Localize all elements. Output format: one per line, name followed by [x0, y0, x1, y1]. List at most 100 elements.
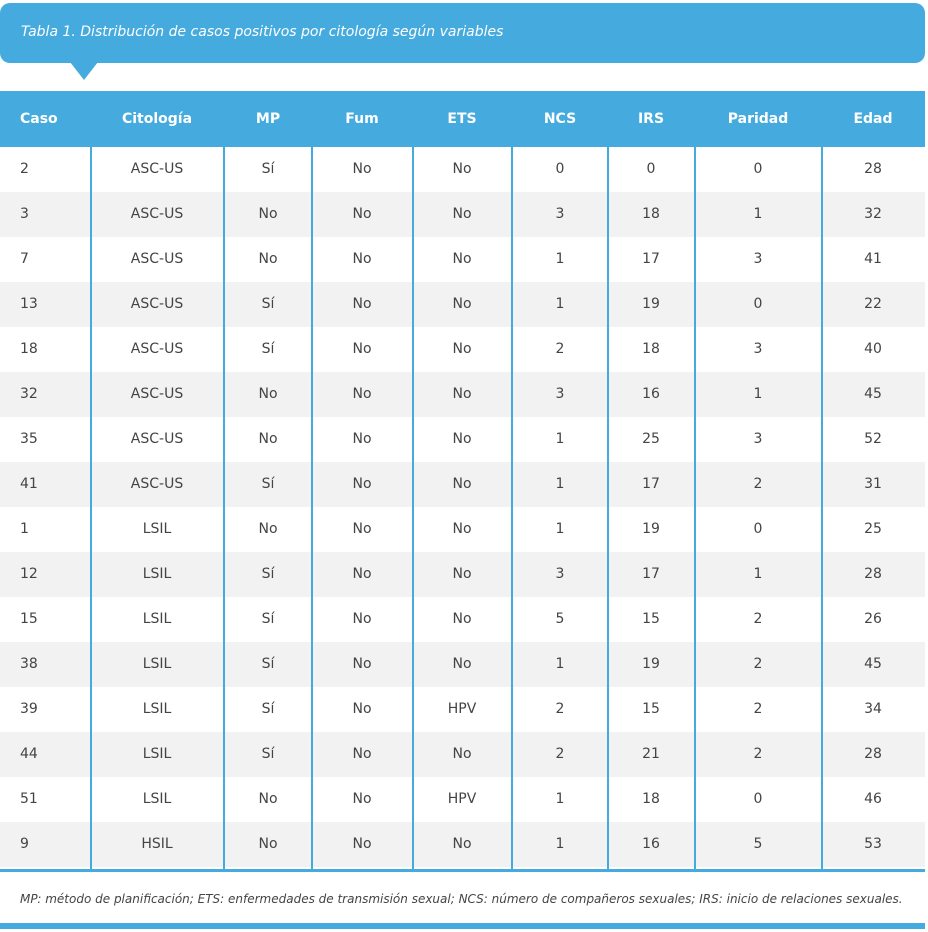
table-cell: LSIL	[142, 791, 172, 807]
table-cell: 3	[20, 206, 29, 222]
table-cell: No	[452, 341, 472, 357]
table-cell: ASC-US	[130, 251, 184, 267]
table-cell: 45	[864, 386, 882, 402]
table-cell: 0	[753, 296, 763, 312]
table-cell: No	[258, 251, 278, 267]
table-cell: 12	[20, 566, 38, 582]
header-cell: NCS	[543, 111, 577, 127]
column-divider	[821, 147, 823, 871]
title: Tabla 1. Distribución de casos positivos…	[21, 24, 504, 40]
table-cell: No	[352, 521, 372, 537]
table-row	[0, 192, 925, 237]
table-cell: 53	[864, 836, 882, 852]
table-cell: No	[352, 341, 372, 357]
table-row	[0, 777, 925, 822]
table-cell: 1	[555, 521, 565, 537]
table-bottom-rule	[0, 869, 925, 872]
table-cell: No	[258, 791, 278, 807]
table-cell: No	[452, 251, 472, 267]
table-row	[0, 462, 925, 507]
table-row	[0, 822, 925, 867]
table-cell: No	[452, 566, 472, 582]
table-cell: 32	[20, 386, 38, 402]
table-cell: 2	[753, 746, 763, 762]
table-cell: 34	[864, 701, 882, 717]
table-cell: ASC-US	[130, 476, 184, 492]
table-cell: No	[352, 251, 372, 267]
table-cell: 1	[753, 386, 763, 402]
table-cell: 13	[20, 296, 38, 312]
table-cell: LSIL	[142, 611, 172, 627]
table-cell: 40	[864, 341, 882, 357]
table-cell: Sí	[261, 656, 275, 672]
table-cell: 1	[555, 836, 565, 852]
table-cell: 41	[864, 251, 882, 267]
table-cell: No	[452, 431, 472, 447]
table-cell: No	[352, 701, 372, 717]
table-cell: LSIL	[142, 521, 172, 537]
table-cell: Sí	[261, 296, 275, 312]
table-cell: No	[452, 386, 472, 402]
table-cell: LSIL	[142, 701, 172, 717]
table-cell: 15	[642, 611, 660, 627]
table-cell: No	[452, 611, 472, 627]
table-cell: 5	[753, 836, 763, 852]
table-cell: No	[452, 656, 472, 672]
table-cell: No	[352, 791, 372, 807]
table-cell: 5	[555, 611, 565, 627]
table-cell: 17	[642, 566, 660, 582]
table-cell: No	[452, 746, 472, 762]
table-cell: 16	[642, 836, 660, 852]
table-cell: 25	[864, 521, 882, 537]
table-cell: 19	[642, 296, 660, 312]
table-cell: No	[352, 206, 372, 222]
table-cell: 44	[20, 746, 38, 762]
table-cell: LSIL	[142, 746, 172, 762]
table-cell: ASC-US	[130, 206, 184, 222]
table-cell: No	[258, 836, 278, 852]
table-cell: 38	[20, 656, 38, 672]
table-cell: 1	[555, 296, 565, 312]
column-divider	[90, 147, 92, 871]
table-cell: Sí	[261, 566, 275, 582]
table-row	[0, 327, 925, 372]
table-row	[0, 237, 925, 282]
table-cell: 52	[864, 431, 882, 447]
table-cell: 0	[646, 161, 656, 177]
table-cell: No	[258, 206, 278, 222]
bottom-bar	[0, 923, 925, 929]
table-cell: No	[452, 206, 472, 222]
table-cell: No	[352, 746, 372, 762]
table-cell: Sí	[261, 701, 275, 717]
table-cell: 2	[753, 656, 763, 672]
table-cell: No	[352, 431, 372, 447]
table-cell: ASC-US	[130, 386, 184, 402]
table-cell: Sí	[261, 746, 275, 762]
table-row	[0, 552, 925, 597]
header-cell: Citología	[121, 111, 193, 127]
table-cell: 15	[642, 701, 660, 717]
table-row	[0, 147, 925, 192]
table-cell: 19	[642, 521, 660, 537]
table-cell: 3	[753, 431, 763, 447]
table-cell: 28	[864, 161, 882, 177]
table-cell: HPV	[447, 791, 477, 807]
title-banner	[0, 3, 925, 63]
table-row	[0, 372, 925, 417]
table-cell: 1	[555, 431, 565, 447]
header-cell: MP	[255, 111, 281, 127]
banner-pointer	[70, 62, 98, 80]
table-cell: 16	[642, 386, 660, 402]
table-cell: 25	[642, 431, 660, 447]
table-cell: 46	[864, 791, 882, 807]
table-cell: 7	[20, 251, 29, 267]
table-cell: 0	[555, 161, 565, 177]
table-cell: 32	[864, 206, 882, 222]
table-cell: 2	[555, 746, 565, 762]
column-divider	[412, 147, 414, 871]
table-cell: 2	[753, 611, 763, 627]
table-cell: 21	[642, 746, 660, 762]
column-divider	[511, 147, 513, 871]
table-cell: No	[352, 476, 372, 492]
table-cell: 51	[20, 791, 38, 807]
